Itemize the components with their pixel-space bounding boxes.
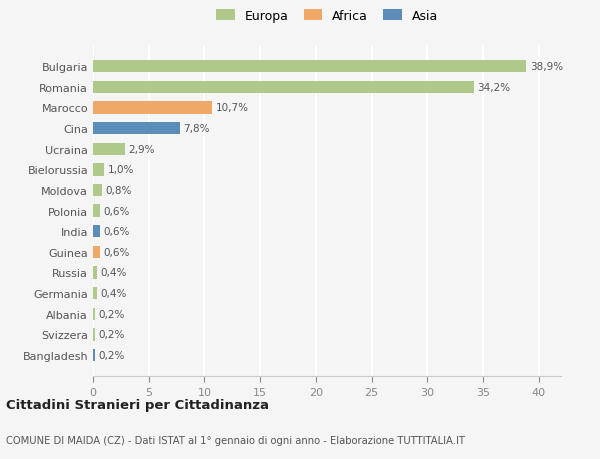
Bar — [93, 246, 100, 258]
Text: 0,2%: 0,2% — [98, 350, 125, 360]
Bar — [93, 287, 97, 300]
Text: 2,9%: 2,9% — [128, 145, 155, 154]
Text: 1,0%: 1,0% — [107, 165, 134, 175]
Text: 0,8%: 0,8% — [105, 185, 131, 196]
Text: 10,7%: 10,7% — [215, 103, 248, 113]
Text: 0,4%: 0,4% — [101, 268, 127, 278]
Legend: Europa, Africa, Asia: Europa, Africa, Asia — [212, 6, 442, 26]
Text: 34,2%: 34,2% — [478, 83, 511, 93]
Bar — [93, 123, 180, 135]
Text: 0,6%: 0,6% — [103, 247, 130, 257]
Text: 0,6%: 0,6% — [103, 206, 130, 216]
Bar — [93, 102, 212, 114]
Bar — [93, 329, 95, 341]
Bar — [93, 82, 474, 94]
Bar — [93, 61, 526, 73]
Bar — [93, 349, 95, 361]
Text: COMUNE DI MAIDA (CZ) - Dati ISTAT al 1° gennaio di ogni anno - Elaborazione TUTT: COMUNE DI MAIDA (CZ) - Dati ISTAT al 1° … — [6, 435, 465, 445]
Text: 0,2%: 0,2% — [98, 330, 125, 340]
Bar — [93, 143, 125, 156]
Text: 0,4%: 0,4% — [101, 288, 127, 298]
Text: 38,9%: 38,9% — [530, 62, 563, 72]
Bar — [93, 205, 100, 217]
Bar — [93, 267, 97, 279]
Text: Cittadini Stranieri per Cittadinanza: Cittadini Stranieri per Cittadinanza — [6, 398, 269, 411]
Text: 7,8%: 7,8% — [183, 124, 210, 134]
Bar — [93, 308, 95, 320]
Bar — [93, 225, 100, 238]
Text: 0,6%: 0,6% — [103, 227, 130, 237]
Text: 0,2%: 0,2% — [98, 309, 125, 319]
Bar — [93, 164, 104, 176]
Bar — [93, 185, 102, 197]
